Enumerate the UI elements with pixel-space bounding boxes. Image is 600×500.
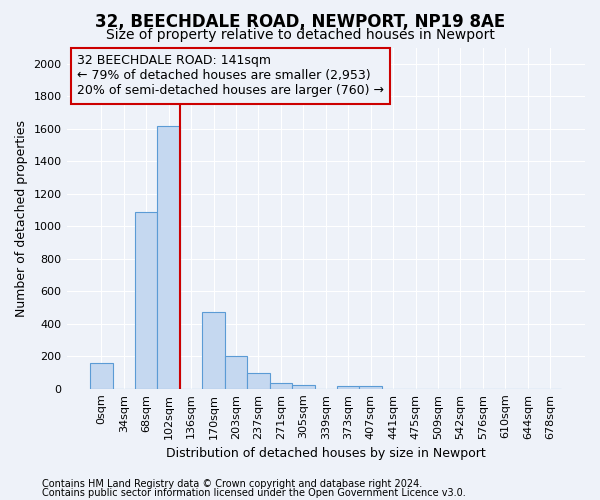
Text: Contains HM Land Registry data © Crown copyright and database right 2024.: Contains HM Land Registry data © Crown c… [42, 479, 422, 489]
X-axis label: Distribution of detached houses by size in Newport: Distribution of detached houses by size … [166, 447, 485, 460]
Bar [202, 312, 225, 389]
Bar [337, 386, 359, 389]
Bar [225, 356, 247, 389]
Text: 32, BEECHDALE ROAD, NEWPORT, NP19 8AE: 32, BEECHDALE ROAD, NEWPORT, NP19 8AE [95, 12, 505, 30]
Text: 32 BEECHDALE ROAD: 141sqm
← 79% of detached houses are smaller (2,953)
20% of se: 32 BEECHDALE ROAD: 141sqm ← 79% of detac… [77, 54, 384, 98]
Y-axis label: Number of detached properties: Number of detached properties [15, 120, 28, 316]
Bar [135, 212, 157, 389]
Bar [359, 386, 382, 389]
Bar [292, 384, 314, 389]
Text: Contains public sector information licensed under the Open Government Licence v3: Contains public sector information licen… [42, 488, 466, 498]
Text: Size of property relative to detached houses in Newport: Size of property relative to detached ho… [106, 28, 494, 42]
Bar [269, 383, 292, 389]
Bar [157, 126, 180, 389]
Bar [247, 372, 269, 389]
Bar [90, 363, 113, 389]
